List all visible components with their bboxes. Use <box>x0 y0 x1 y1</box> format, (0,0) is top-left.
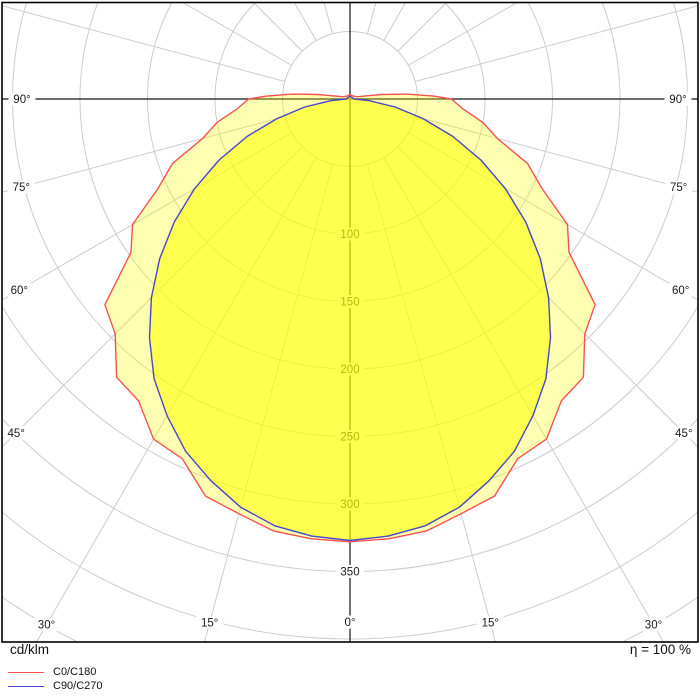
svg-text:30°: 30° <box>38 620 55 632</box>
curve-c90-c270 <box>148 95 552 542</box>
curve-c0-c180 <box>104 93 596 543</box>
legend-line-swatch <box>8 672 44 673</box>
svg-text:45°: 45° <box>675 428 692 440</box>
svg-text:30°: 30° <box>645 620 662 632</box>
svg-text:60°: 60° <box>672 285 689 297</box>
svg-text:15°: 15° <box>201 618 218 630</box>
unit-label: cd/klm <box>10 642 50 657</box>
fill-c90-c270 <box>149 96 551 541</box>
svg-text:350: 350 <box>340 567 359 579</box>
svg-text:75°: 75° <box>13 182 30 194</box>
light-output-ratio-label: η = 100 % <box>629 642 691 657</box>
svg-text:90°: 90° <box>13 94 30 106</box>
svg-text:60°: 60° <box>11 285 28 297</box>
legend-label: C0/C180 <box>53 666 97 678</box>
svg-text:15°: 15° <box>482 618 499 630</box>
svg-text:0°: 0° <box>345 617 356 629</box>
legend-item-c90-c270: C90/C270 <box>8 680 103 693</box>
svg-text:75°: 75° <box>670 182 687 194</box>
legend-label: C90/C270 <box>53 680 103 692</box>
legend-line-swatch <box>8 686 44 687</box>
svg-text:90°: 90° <box>669 94 686 106</box>
chart-frame <box>1 1 699 643</box>
svg-text:45°: 45° <box>7 428 24 440</box>
legend: C0/C180 C90/C270 <box>8 666 103 694</box>
legend-item-c0-c180: C0/C180 <box>8 666 103 679</box>
